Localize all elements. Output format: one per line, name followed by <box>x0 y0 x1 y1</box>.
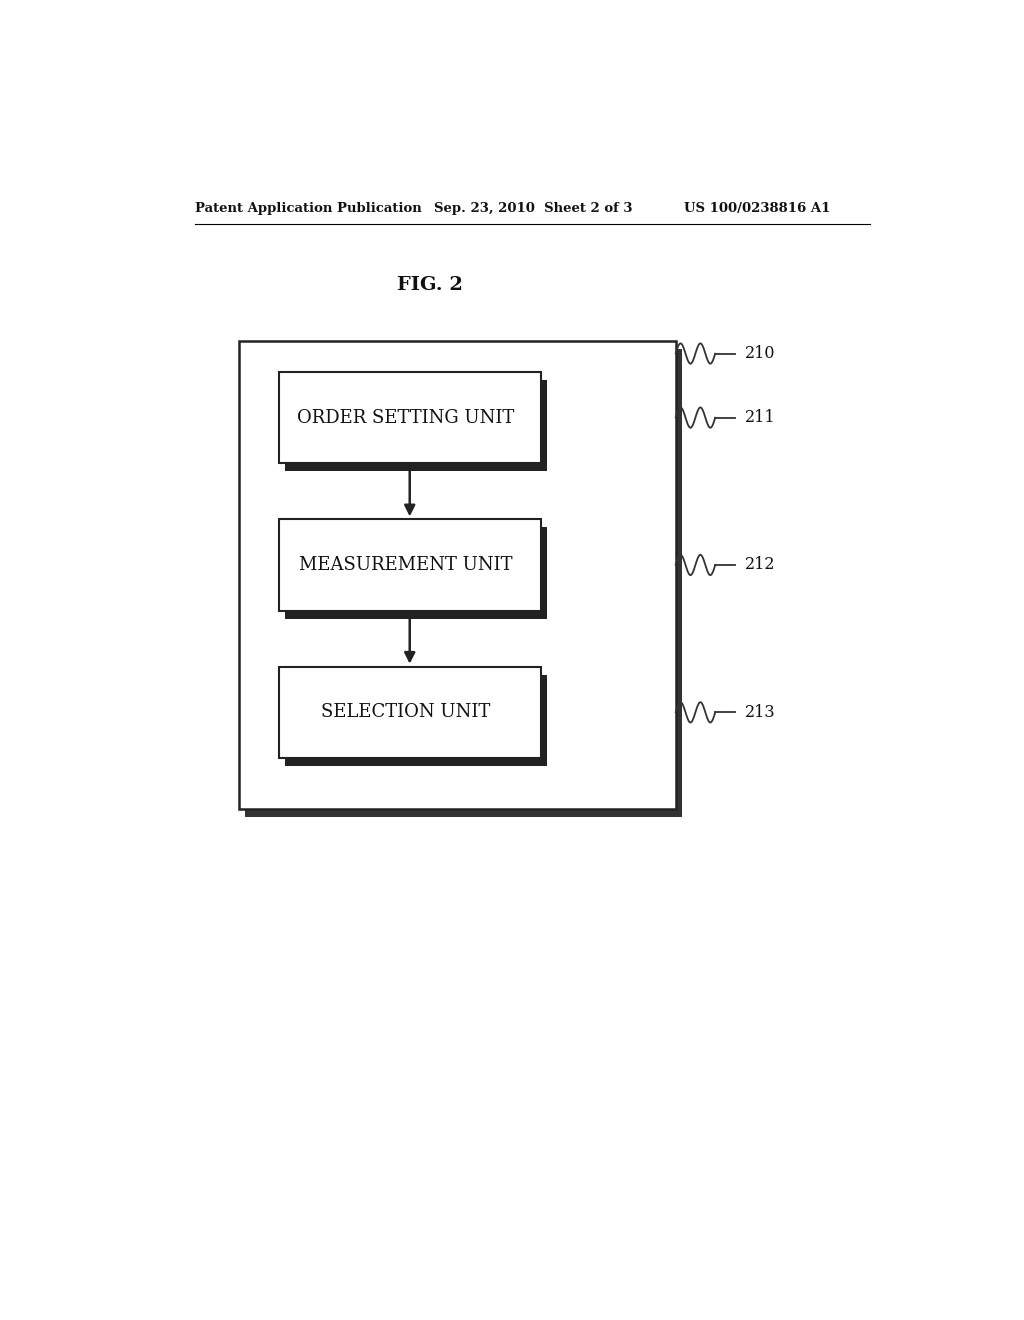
Text: SELECTION UNIT: SELECTION UNIT <box>322 704 490 721</box>
Bar <box>279 667 541 758</box>
Text: 211: 211 <box>744 409 775 426</box>
Text: FIG. 2: FIG. 2 <box>396 276 463 294</box>
Text: Sep. 23, 2010  Sheet 2 of 3: Sep. 23, 2010 Sheet 2 of 3 <box>433 202 632 215</box>
Bar <box>285 528 547 619</box>
Text: 212: 212 <box>744 557 775 573</box>
Bar <box>279 372 541 463</box>
Bar <box>285 380 547 471</box>
Text: ORDER SETTING UNIT: ORDER SETTING UNIT <box>297 409 514 426</box>
Bar <box>246 350 682 817</box>
Bar <box>240 342 676 809</box>
Text: MEASUREMENT UNIT: MEASUREMENT UNIT <box>299 556 512 574</box>
Text: 210: 210 <box>744 345 775 362</box>
Text: Patent Application Publication: Patent Application Publication <box>196 202 422 215</box>
Text: US 100/0238816 A1: US 100/0238816 A1 <box>684 202 829 215</box>
Bar <box>285 675 547 766</box>
Bar <box>279 519 541 611</box>
Text: 213: 213 <box>744 704 775 721</box>
